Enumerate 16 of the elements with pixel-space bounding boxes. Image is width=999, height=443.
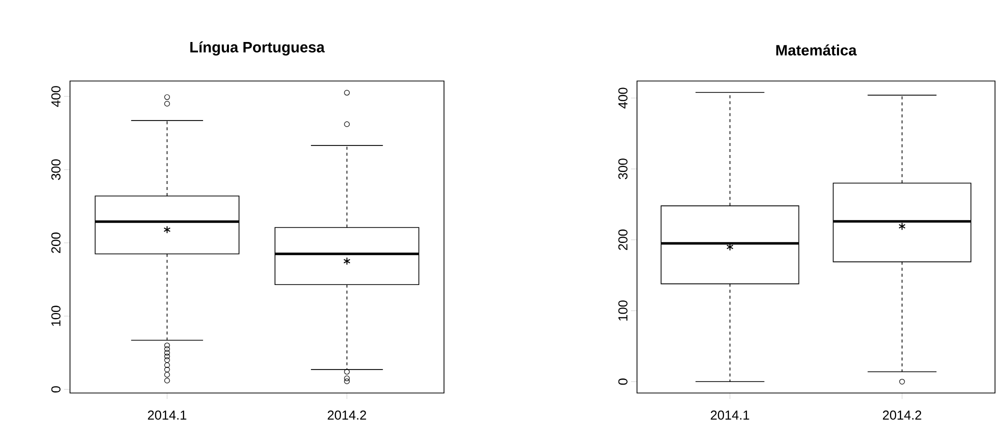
y-tick-label: 100: [618, 300, 628, 321]
x-tick-label: 2014.2: [328, 410, 366, 420]
y-tick-label: 0: [618, 378, 628, 385]
chart-title: Matemática: [776, 44, 857, 56]
y-tick-label: 400: [51, 86, 60, 107]
x-tick-label: 2014.1: [148, 410, 186, 420]
chart-title: Língua Portuguesa: [190, 41, 325, 56]
y-tick-label: 300: [51, 159, 60, 180]
x-tick-label: 2014.1: [710, 410, 750, 420]
y-tick-label: 200: [51, 232, 60, 254]
y-tick-label: 100: [51, 306, 60, 326]
y-tick-label: 0: [51, 386, 60, 392]
y-tick-label: 200: [618, 230, 628, 250]
y-tick-label: 300: [618, 158, 628, 180]
x-tick-label: 2014.2: [882, 410, 922, 420]
y-tick-label: 400: [618, 88, 628, 109]
